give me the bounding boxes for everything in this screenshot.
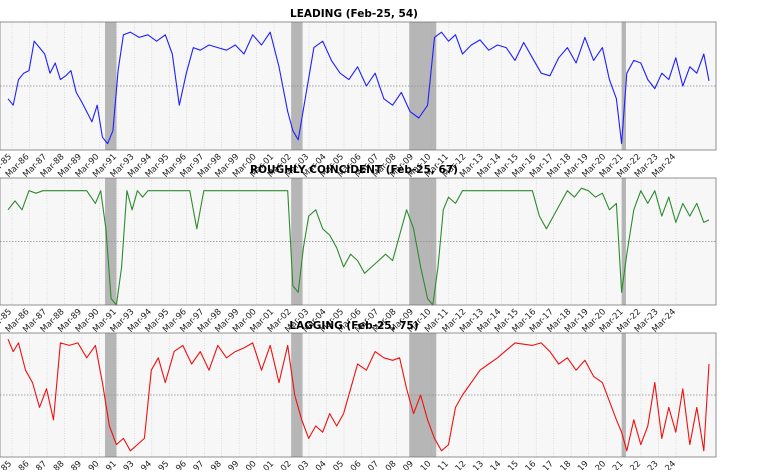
coincident-plot-frame — [0, 177, 717, 306]
leading-title: LEADING (Feb-25, 54) — [290, 8, 418, 20]
lagging-series-line — [7, 338, 710, 452]
coincident-recession-band — [291, 178, 303, 305]
leading-recession-band — [291, 22, 303, 150]
lagging-plot-frame — [0, 332, 717, 458]
coincident-panel: Mar-85Mar-86Mar-87Mar-88Mar-89Mar-90Mar-… — [0, 164, 717, 335]
coincident-recession-band — [409, 178, 437, 305]
lagging-recession-band — [621, 333, 626, 457]
leading-recession-band — [105, 22, 117, 150]
coincident-title: ROUGHLY COINCIDENT (Feb-25, 67) — [250, 164, 458, 176]
leading-series-line — [7, 31, 710, 145]
lagging-recession-band — [291, 333, 303, 457]
leading-plot-frame — [0, 21, 717, 151]
leading-recession-band — [409, 22, 437, 150]
leading-recession-band — [621, 22, 626, 150]
lagging-x-tick-label: Mar-85 — [0, 459, 14, 470]
lagging-recession-band — [409, 333, 437, 457]
coincident-recession-band — [105, 178, 117, 305]
lagging-title: LAGGING (Feb-25, 75) — [289, 320, 418, 332]
coincident-recession-band — [621, 178, 626, 305]
lagging-panel: Mar-85Mar-86Mar-87Mar-88Mar-89Mar-90Mar-… — [0, 320, 717, 474]
leading-panel: Mar-85Mar-86Mar-87Mar-88Mar-89Mar-90Mar-… — [0, 8, 717, 180]
lagging-recession-band — [105, 333, 117, 457]
coincident-series-line — [7, 187, 710, 306]
